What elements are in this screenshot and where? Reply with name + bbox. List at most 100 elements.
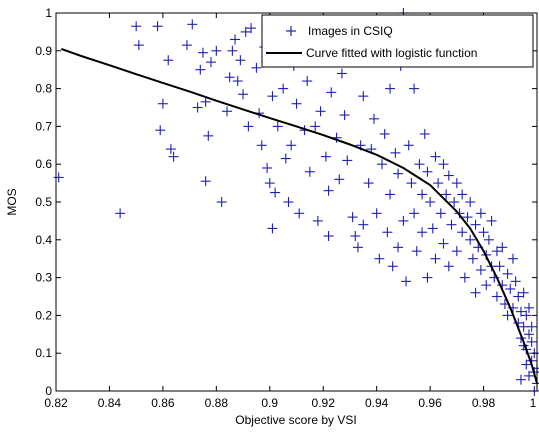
data-point xyxy=(246,23,257,34)
data-point xyxy=(526,321,537,332)
data-point xyxy=(336,68,347,79)
data-point xyxy=(422,166,433,177)
y-tick-label: 0 xyxy=(45,384,52,398)
legend-box xyxy=(261,14,534,68)
data-point xyxy=(224,72,235,83)
data-point xyxy=(312,215,323,226)
data-point xyxy=(371,208,382,219)
data-point xyxy=(243,121,254,132)
data-point xyxy=(478,227,489,238)
data-point xyxy=(320,151,331,162)
data-point xyxy=(181,40,192,51)
data-point xyxy=(502,268,513,279)
data-point xyxy=(350,231,361,242)
data-point xyxy=(409,83,420,94)
x-tick-label: 0.98 xyxy=(472,396,496,410)
data-point xyxy=(165,144,176,155)
data-point xyxy=(326,87,337,98)
data-point xyxy=(374,253,385,264)
data-point xyxy=(387,261,398,272)
data-point xyxy=(518,287,529,298)
data-point xyxy=(385,83,396,94)
data-point xyxy=(425,197,436,207)
data-point xyxy=(302,76,313,87)
data-point xyxy=(417,189,428,200)
data-point xyxy=(433,178,444,189)
data-point xyxy=(475,208,486,219)
data-point xyxy=(403,140,414,151)
data-point xyxy=(358,219,369,230)
data-point xyxy=(521,359,532,370)
data-point xyxy=(411,246,422,257)
data-point xyxy=(515,306,526,317)
data-point xyxy=(286,140,297,151)
data-point xyxy=(507,253,518,264)
data-point xyxy=(385,189,396,200)
data-point xyxy=(401,276,412,287)
data-point xyxy=(152,21,163,32)
data-point xyxy=(267,223,278,234)
legend-marker-plus-icon xyxy=(286,26,296,36)
y-tick-label: 0.4 xyxy=(35,233,52,247)
data-point xyxy=(200,96,211,107)
data-point xyxy=(382,227,393,238)
data-point xyxy=(419,128,430,139)
data-point xyxy=(521,310,532,321)
data-point xyxy=(205,57,216,68)
data-point xyxy=(481,280,492,291)
data-point xyxy=(427,223,438,234)
data-point xyxy=(195,64,206,75)
data-point xyxy=(462,212,473,223)
data-point xyxy=(465,197,476,207)
data-point xyxy=(393,242,404,253)
axis-ticks: 0.82 0.84 0.86 0.88 0.9 0.92 0.94 0.96 0.98 1 0 0.1… xyxy=(35,6,538,410)
data-point xyxy=(438,238,449,249)
y-tick-label: 0.5 xyxy=(35,195,52,209)
data-point xyxy=(187,19,198,30)
legend: Images in CSIQ Curve fitted with logisti… xyxy=(261,14,534,68)
data-point xyxy=(435,208,446,219)
x-tick-label: 0.9 xyxy=(261,396,278,410)
data-point xyxy=(467,253,478,264)
data-point xyxy=(486,215,497,226)
data-point xyxy=(358,91,369,102)
data-point xyxy=(342,155,353,166)
data-point xyxy=(211,45,222,56)
data-point xyxy=(393,168,404,179)
data-point xyxy=(475,265,486,276)
data-point xyxy=(483,234,494,245)
data-point xyxy=(227,45,238,56)
data-point xyxy=(523,329,534,340)
data-point xyxy=(449,197,460,207)
data-point xyxy=(470,219,481,230)
data-point xyxy=(459,272,470,283)
data-point xyxy=(291,98,302,109)
data-point xyxy=(203,130,214,141)
y-tick-label: 0.9 xyxy=(35,44,52,58)
fitted-curve-line xyxy=(60,47,538,384)
data-point xyxy=(157,98,168,109)
y-tick-label: 0.3 xyxy=(35,271,52,285)
data-point xyxy=(491,246,502,257)
y-tick-label: 0.6 xyxy=(35,157,52,171)
data-point xyxy=(304,166,315,177)
data-point xyxy=(315,106,326,117)
y-tick-label: 0.2 xyxy=(35,308,52,322)
data-point xyxy=(272,121,283,132)
data-point xyxy=(441,189,452,200)
y-tick-label: 0.7 xyxy=(35,119,52,133)
data-point xyxy=(443,170,454,181)
y-tick-label: 0.8 xyxy=(35,82,52,96)
x-tick-label: 0.82 xyxy=(44,396,68,410)
x-axis-label: Objective score by VSI xyxy=(235,413,356,427)
data-point xyxy=(262,162,273,173)
data-point xyxy=(526,336,537,347)
data-point xyxy=(422,272,433,283)
x-tick-label: 0.86 xyxy=(151,396,175,410)
data-point xyxy=(457,227,468,238)
x-tick-label: 0.94 xyxy=(365,396,389,410)
x-tick-label: 0.96 xyxy=(418,396,442,410)
data-point xyxy=(451,246,462,257)
plot-background xyxy=(56,13,537,391)
data-point xyxy=(222,106,233,117)
